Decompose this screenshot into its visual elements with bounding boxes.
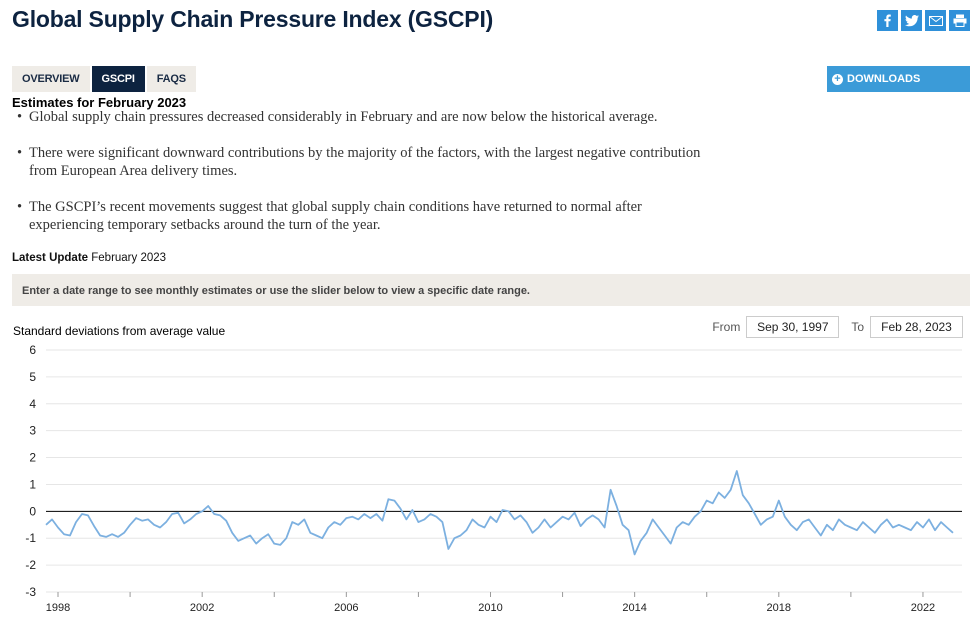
estimates-heading: Estimates for February 2023 [12,95,187,110]
series-line [45,470,954,556]
to-label: To [851,320,864,334]
bullet-item: The GSCPI’s recent movements suggest tha… [17,198,717,234]
plus-circle-icon: + [832,73,843,85]
from-date-input[interactable]: Sep 30, 1997 [746,316,840,338]
gscpi-line-chart: 6 5 4 3 2 1 0 -1 -2 -3 1998 2002 2006 2010 2014 2018 20… [25,343,962,614]
y-tick-label: -2 [25,558,36,572]
downloads-button[interactable]: + DOWNLOADS [827,66,970,92]
downloads-label: DOWNLOADS [847,73,921,85]
x-tick-label: 2006 [334,602,358,614]
date-range-instruction: Enter a date range to see monthly estima… [12,274,970,306]
x-tick-label: 1998 [46,602,70,614]
y-tick-label: 4 [29,397,36,411]
series-group [45,470,954,556]
tab-overview[interactable]: OVERVIEW [12,66,90,92]
y-tick-label: 0 [29,504,36,518]
y-tick-label: 5 [29,370,36,384]
x-tick-label: 2002 [190,602,214,614]
latest-update-label: Latest Update [12,252,89,264]
latest-update: Latest Update February 2023 [12,252,166,264]
y-tick-label: 1 [29,477,36,491]
estimate-bullets: Global supply chain pressures decreased … [17,108,717,252]
tab-bar: OVERVIEW GSCPI FAQS [12,66,196,92]
y-tick-label: -1 [25,531,36,545]
bullet-item: Global supply chain pressures decreased … [17,108,717,126]
tab-gscpi[interactable]: GSCPI [91,66,145,92]
y-axis-ticks: 6 5 4 3 2 1 0 -1 -2 -3 [25,343,36,599]
y-tick-label: -3 [25,585,36,599]
latest-update-value: February 2023 [91,252,167,264]
x-axis-ticks: 1998 2002 2006 2010 2014 2018 2022 [46,592,935,614]
bullet-item: There were significant downward contribu… [17,144,717,180]
from-label: From [712,320,741,334]
date-range-picker: From Sep 30, 1997 To Feb 28, 2023 [712,316,963,338]
share-bar [877,10,970,31]
gridlines [46,349,962,593]
twitter-icon[interactable] [901,10,922,31]
y-axis-title: Standard deviations from average value [13,324,226,338]
x-tick-label: 2014 [622,602,646,614]
x-tick-label: 2022 [911,602,935,614]
y-tick-label: 6 [29,343,36,357]
tab-faqs[interactable]: FAQS [146,66,196,92]
y-tick-label: 3 [29,424,36,438]
print-icon[interactable] [949,10,970,31]
page-title: Global Supply Chain Pressure Index (GSCP… [12,6,494,32]
facebook-icon[interactable] [877,10,898,31]
x-tick-label: 2010 [478,602,502,614]
y-tick-label: 2 [29,451,36,465]
x-tick-label: 2018 [767,602,791,614]
email-icon[interactable] [925,10,946,31]
to-date-input[interactable]: Feb 28, 2023 [870,316,963,338]
